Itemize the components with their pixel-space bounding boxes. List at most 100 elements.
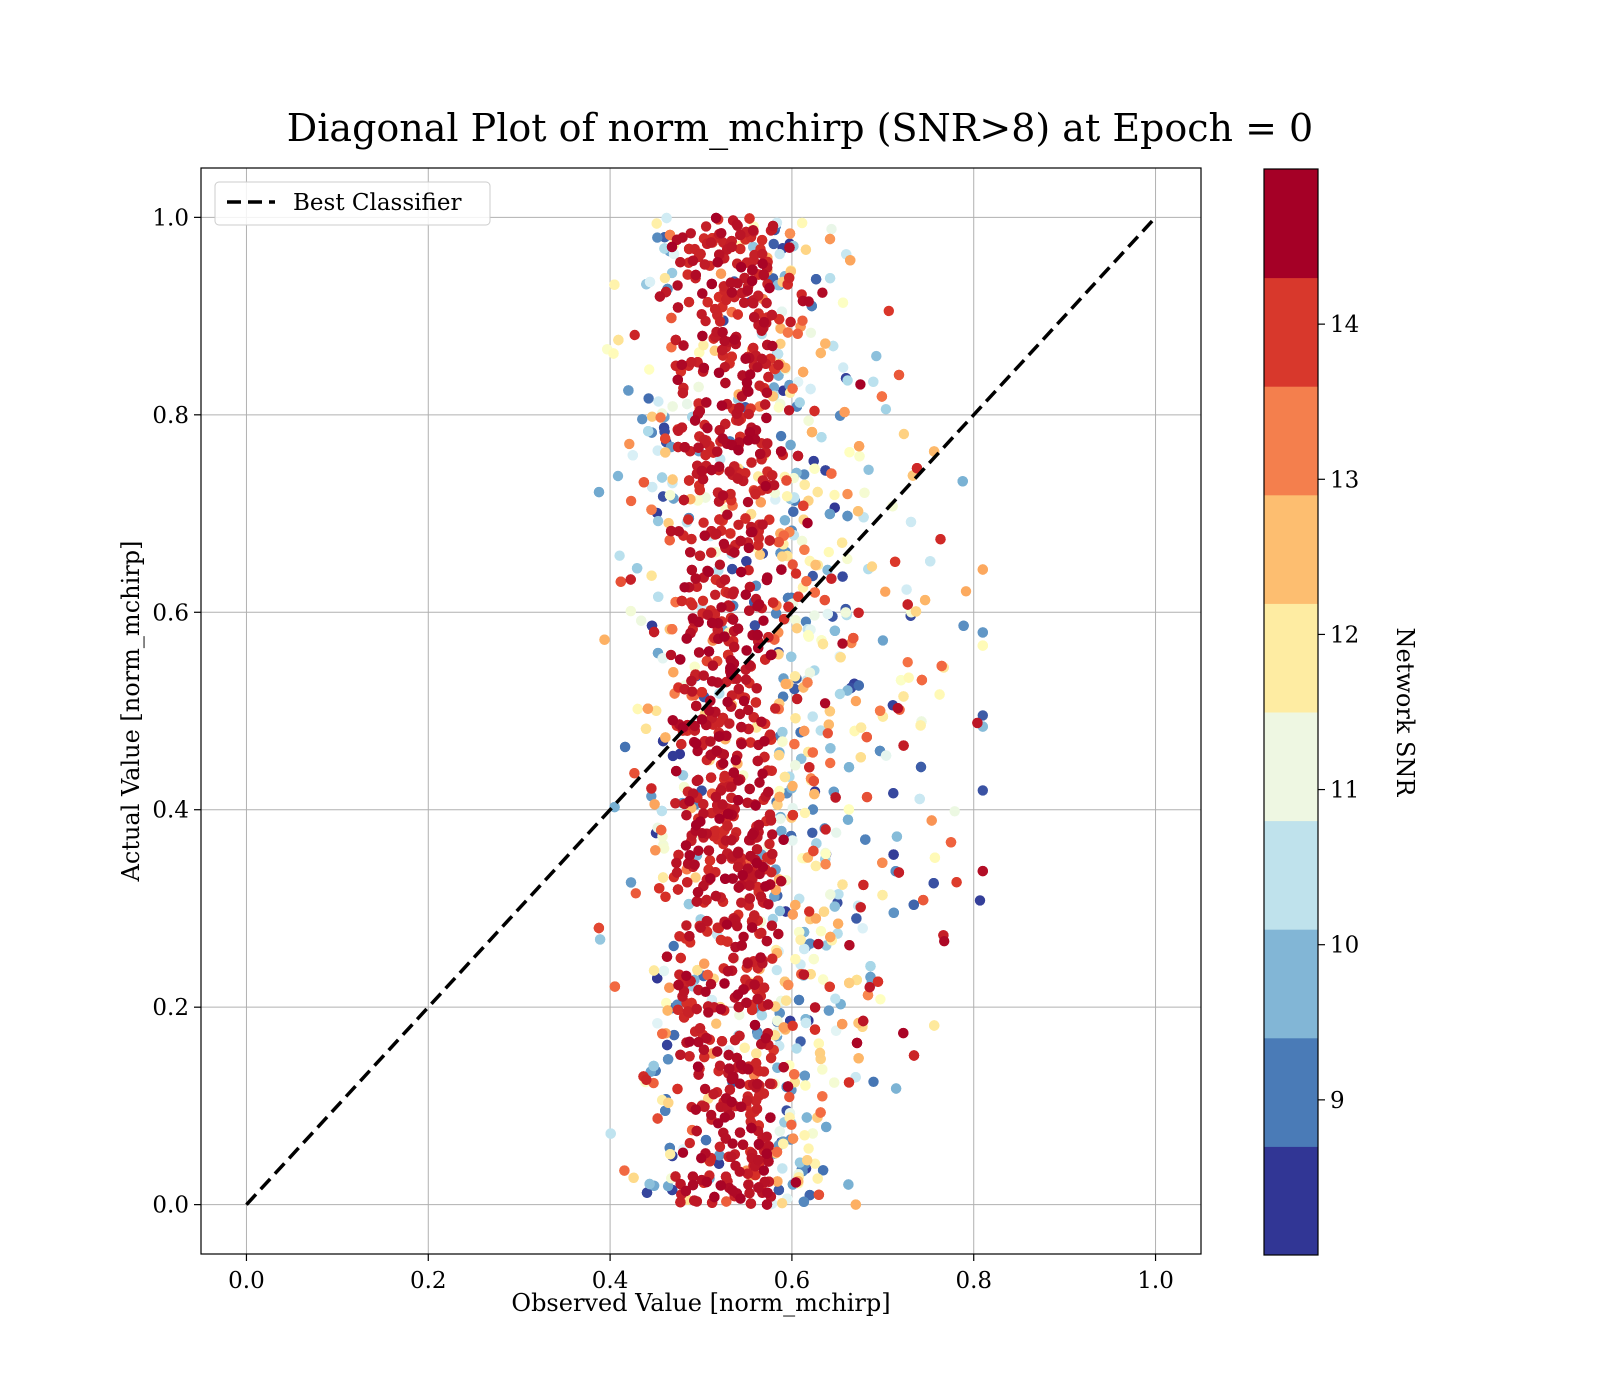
scatter-point [697, 474, 709, 485]
scatter-point [722, 509, 733, 520]
scatter-point [677, 387, 689, 399]
scatter-point [724, 466, 735, 477]
scatter-point [656, 472, 668, 483]
scatter-point [717, 327, 728, 338]
scatter-point [751, 683, 762, 694]
scatter-point [733, 444, 744, 456]
scatter-point [716, 853, 727, 865]
scatter-point [750, 1058, 762, 1069]
scatter-point [767, 220, 779, 232]
scatter-point [754, 380, 765, 391]
scatter-point [823, 1005, 835, 1016]
scatter-point [662, 1005, 673, 1016]
scatter-point [675, 654, 686, 665]
scatter-point [695, 922, 706, 933]
scatter-point [689, 720, 700, 732]
scatter-point [755, 891, 767, 902]
scatter-point [945, 837, 957, 848]
scatter-point [752, 755, 763, 767]
scatter-point [712, 257, 723, 268]
scatter-point [749, 1019, 761, 1031]
scatter-point [675, 257, 686, 268]
scatter-point [687, 1179, 699, 1191]
scatter-point [813, 938, 824, 950]
scatter-point [824, 233, 836, 245]
scatter-point [609, 981, 621, 992]
scatter-point [781, 995, 792, 1006]
scatter-point [659, 272, 671, 284]
scatter-point [684, 931, 695, 942]
scatter-point [686, 675, 697, 687]
scatter-point [668, 1029, 680, 1041]
scatter-point [674, 931, 685, 942]
scatter-point [686, 533, 697, 545]
scatter-point [853, 607, 864, 618]
x-tick-label: 1.0 [1137, 1268, 1174, 1294]
scatter-point [772, 1176, 783, 1187]
scatter-point [684, 1051, 695, 1062]
scatter-point [698, 340, 709, 351]
scatter-point [680, 1185, 692, 1197]
scatter-point [683, 475, 695, 486]
scatter-point [681, 970, 692, 981]
scatter-point [820, 848, 832, 860]
scatter-point [766, 867, 777, 878]
scatter-point [781, 475, 792, 486]
scatter-point [668, 940, 679, 952]
scatter-point [676, 359, 687, 370]
scatter-point [936, 660, 947, 672]
scatter-point [807, 827, 818, 838]
scatter-point [671, 867, 683, 878]
scatter-point [757, 519, 768, 530]
scatter-point [666, 312, 677, 324]
scatter-point [651, 218, 662, 229]
scatter-point [742, 496, 754, 508]
scatter-point [661, 212, 672, 224]
scatter-point [773, 1184, 785, 1196]
scatter-point [699, 530, 710, 541]
scatter-point [800, 1017, 812, 1029]
scatter-point [784, 272, 795, 284]
scatter-point [776, 825, 787, 837]
scatter-point [721, 294, 732, 306]
scatter-point [850, 695, 862, 707]
scatter-point [693, 1036, 704, 1048]
scatter-point [706, 676, 718, 687]
scatter-point [732, 795, 744, 806]
scatter-point [787, 909, 798, 920]
scatter-point [807, 804, 819, 815]
scatter-point [734, 708, 746, 720]
scatter-point [657, 653, 668, 664]
scatter-point [800, 244, 812, 255]
scatter-point [663, 1097, 674, 1109]
scatter-point [770, 703, 781, 714]
scatter-point [712, 446, 723, 457]
scatter-point [781, 491, 793, 502]
scatter-point [675, 1197, 686, 1208]
scatter-point [750, 697, 762, 708]
scatter-point [703, 566, 714, 577]
scatter-point [817, 638, 829, 650]
scatter-point [643, 426, 654, 437]
scatter-point [638, 477, 650, 488]
scatter-point [752, 881, 763, 892]
scatter-point [872, 976, 884, 987]
scatter-point [718, 538, 730, 549]
x-tick-label: 0.2 [410, 1268, 447, 1294]
colorbar-frame [1263, 168, 1319, 1256]
scatter-point [732, 309, 743, 320]
scatter-point [728, 767, 739, 778]
scatter-point [843, 804, 855, 815]
scatter-point [665, 525, 677, 537]
scatter-point [664, 982, 675, 993]
scatter-point [791, 1043, 802, 1054]
scatter-point [710, 589, 721, 600]
scatter-point [763, 786, 774, 798]
scatter-point [775, 430, 787, 442]
scatter-point [646, 504, 657, 515]
scatter-point [686, 564, 698, 576]
scatter-point [771, 964, 782, 976]
scatter-point [787, 559, 798, 570]
scatter-point [666, 267, 678, 279]
scatter-point [722, 966, 734, 977]
